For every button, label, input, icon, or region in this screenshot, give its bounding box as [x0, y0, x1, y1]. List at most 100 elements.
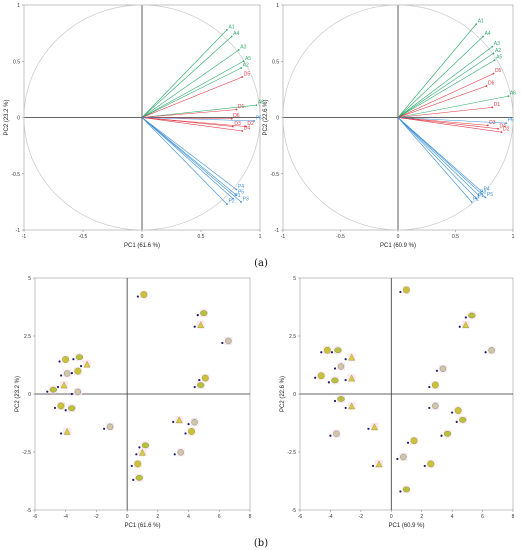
loading-label: D3 [489, 120, 496, 126]
x-tick-label: -6 [298, 514, 303, 520]
score-point [344, 378, 347, 382]
score-point [440, 434, 443, 437]
loading-label: D6 [233, 113, 240, 119]
product-glyph [403, 286, 410, 294]
product-glyph [135, 475, 143, 481]
score-point [172, 420, 175, 423]
loading-label: P6 [256, 115, 262, 121]
loading-point [244, 125, 247, 128]
y-tick-label: 5 [28, 276, 31, 282]
y-tick-label: 0 [17, 116, 20, 122]
x-tick-label: 1 [512, 234, 515, 240]
panel-label-b: (b) [254, 538, 268, 549]
score-point [193, 325, 196, 328]
product-glyph [49, 386, 57, 393]
product-glyph [60, 381, 68, 389]
loading-label: A4 [485, 31, 491, 37]
loading-label: A1 [478, 19, 484, 25]
product-glyph [177, 449, 184, 456]
score-point [371, 464, 375, 468]
y-tick-label: -5 [292, 508, 297, 514]
y-tick-label: 5 [293, 276, 296, 282]
loading-point [235, 188, 238, 191]
score-point [46, 390, 49, 393]
product-glyph [68, 405, 76, 412]
y-tick-label: 2.5 [289, 334, 296, 340]
loading-vector [397, 117, 488, 126]
x-tick-label: 0 [390, 514, 393, 520]
loading-vector [141, 104, 257, 118]
score-point [455, 420, 458, 423]
loading-vector [397, 36, 484, 118]
product-glyph [140, 291, 148, 298]
product-glyph [75, 354, 83, 361]
loading-label: P4 [483, 186, 489, 192]
y-tick-label: 0.5 [13, 59, 20, 65]
score-point [458, 325, 461, 328]
loading-label: D3 [234, 121, 241, 127]
score-point [187, 423, 190, 426]
y-tick-label: -2.5 [287, 450, 296, 456]
loading-vector [141, 117, 242, 203]
loading-label: D6 [488, 81, 495, 87]
loading-point [255, 104, 258, 107]
loading-point [231, 125, 234, 128]
loading-point [230, 117, 233, 120]
loading-point [475, 23, 478, 26]
loading-point [505, 122, 507, 125]
score-point [320, 351, 323, 354]
x-tick-label: 6 [218, 514, 221, 520]
product-glyph [331, 377, 339, 384]
score-point [196, 314, 199, 317]
x-tick-label: 0 [141, 234, 144, 240]
panel-label-a: (a) [254, 258, 268, 269]
x-tick-label: 8 [249, 514, 252, 520]
score-point [136, 295, 139, 298]
product-glyph [200, 310, 208, 316]
loadings-panel-2: -1 -0.5 0 0.5 1 -1 -0.5 0 0.5 1 PC1 (60.9 %) PC2 (2… [263, 3, 516, 249]
product-glyph [348, 402, 355, 410]
product-glyph [333, 430, 340, 437]
y-axis-label: PC2 (23.2 %) [4, 99, 10, 135]
score-point [329, 434, 332, 437]
loading-label: A2 [243, 63, 249, 69]
x-axis-label: PC1 (60.9 %) [388, 523, 424, 529]
loading-point [226, 28, 228, 31]
loading-label: P5 [487, 192, 493, 198]
product-glyph [348, 374, 355, 382]
loading-vector [141, 76, 243, 118]
loading-point [240, 200, 243, 203]
loading-label: D4 [244, 126, 251, 132]
loading-point [253, 119, 256, 122]
loading-vector [397, 117, 483, 192]
loading-point [242, 60, 245, 63]
loading-label: A4 [233, 31, 239, 37]
loading-vector [141, 49, 239, 118]
loading-vector [397, 53, 494, 118]
score-point [138, 446, 141, 449]
score-point [423, 464, 426, 468]
loading-vector [397, 107, 493, 118]
x-tick-label: 0.5 [198, 234, 205, 240]
x-tick-label: 6 [481, 514, 484, 520]
x-tick-label: -2 [359, 514, 364, 520]
loading-label: A3 [240, 45, 246, 51]
score-point [406, 441, 410, 444]
score-point [56, 385, 60, 389]
product-glyph [334, 347, 342, 354]
score-point [130, 464, 133, 468]
panels: -1 -0.5 0 0.5 1 -1 -0.5 0 0.5 1 PC1 (61.6 %) PC2 (2… [4, 3, 516, 529]
loading-label: A5 [245, 56, 251, 62]
score-point [60, 374, 63, 377]
product-glyph [400, 453, 407, 461]
x-tick-label: 0 [126, 514, 129, 520]
product-glyph [175, 416, 183, 424]
loading-label: P2 [228, 199, 234, 205]
loading-vector [141, 117, 237, 196]
loading-vector [141, 36, 232, 118]
y-tick-label: -0.5 [270, 172, 279, 178]
product-glyph [197, 321, 205, 328]
x-tick-label: 2 [156, 514, 159, 520]
loading-label: D4 [500, 123, 507, 129]
